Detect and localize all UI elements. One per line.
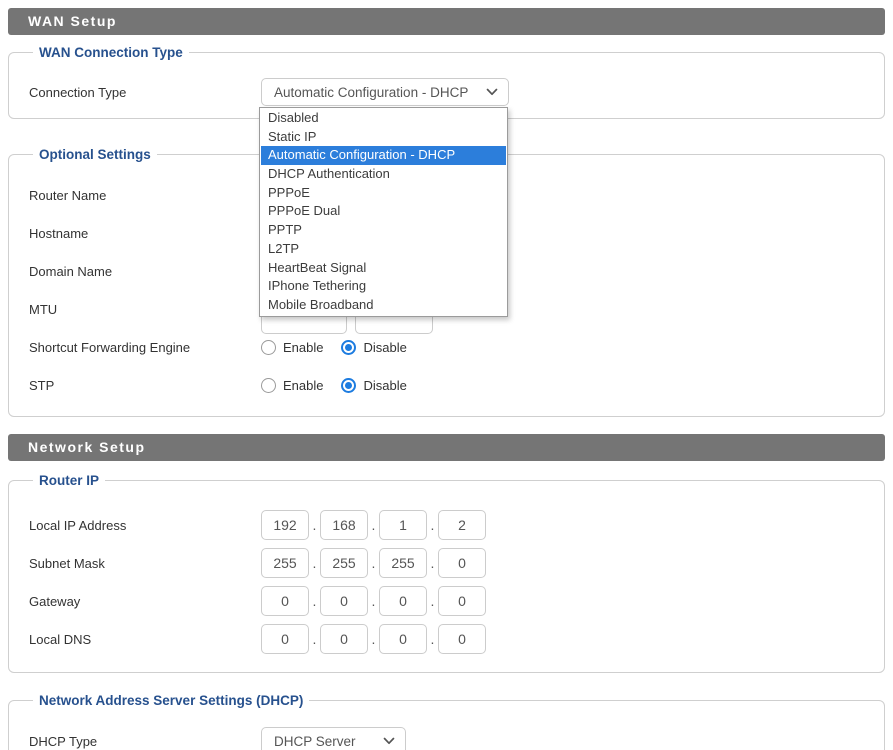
local-ip-octet-4[interactable] <box>438 510 486 540</box>
connection-type-select[interactable]: Automatic Configuration - DHCP <box>261 78 509 106</box>
subnet-octet-2[interactable] <box>320 548 368 578</box>
local-ip-octet-3[interactable] <box>379 510 427 540</box>
dhcp-panel: Network Address Server Settings (DHCP) D… <box>8 693 885 750</box>
network-setup-header: Network Setup <box>8 434 885 461</box>
connection-type-dropdown: Disabled Static IP Automatic Configurati… <box>259 107 508 317</box>
sfe-disable-label: Disable <box>363 339 407 355</box>
dropdown-option-heartbeat-signal[interactable]: HeartBeat Signal <box>268 259 367 275</box>
gateway-row: Gateway . . . <box>29 582 870 620</box>
network-setup-title: Network Setup <box>28 439 146 455</box>
dhcp-type-row: DHCP Type DHCP Server <box>29 722 870 750</box>
octet-separator: . <box>312 593 317 609</box>
wan-connection-type-legend: WAN Connection Type <box>39 45 183 60</box>
router-ip-panel: Router IP Local IP Address . . . Subnet … <box>8 473 885 673</box>
wan-connection-type-panel: WAN Connection Type Connection Type Auto… <box>8 45 885 317</box>
connection-type-label: Connection Type <box>29 84 127 100</box>
octet-separator: . <box>312 517 317 533</box>
octet-separator: . <box>371 593 376 609</box>
dropdown-option-pppoe-dual[interactable]: PPPoE Dual <box>268 203 341 219</box>
dropdown-option-iphone-tethering[interactable]: IPhone Tethering <box>268 278 367 294</box>
radio-unchecked-icon <box>261 377 276 393</box>
dropdown-option-pppoe[interactable]: PPPoE <box>268 184 310 200</box>
dropdown-option-l2tp[interactable]: L2TP <box>268 240 300 256</box>
stp-disable-radio[interactable]: Disable <box>341 377 407 393</box>
local-dns-label: Local DNS <box>29 631 92 647</box>
octet-separator: . <box>371 631 376 647</box>
gateway-octet-4[interactable] <box>438 586 486 616</box>
radio-checked-icon <box>341 377 357 393</box>
local-ip-octet-1[interactable] <box>261 510 309 540</box>
dns-octet-3[interactable] <box>379 624 427 654</box>
octet-separator: . <box>312 631 317 647</box>
octet-separator: . <box>430 517 435 533</box>
dhcp-legend: Network Address Server Settings (DHCP) <box>39 693 304 708</box>
stp-enable-label: Enable <box>283 377 324 393</box>
connection-type-selected-value: Automatic Configuration - DHCP <box>274 84 469 100</box>
gateway-octet-1[interactable] <box>261 586 309 616</box>
octet-separator: . <box>371 555 376 571</box>
subnet-octet-3[interactable] <box>379 548 427 578</box>
stp-label: STP <box>29 377 55 393</box>
dropdown-option-mobile-broadband[interactable]: Mobile Broadband <box>268 296 374 312</box>
subnet-mask-row: Subnet Mask . . . <box>29 544 870 582</box>
shortcut-forwarding-engine-row: Shortcut Forwarding Engine Enable Disabl… <box>29 328 870 366</box>
stp-enable-radio[interactable]: Enable <box>261 377 324 393</box>
connection-type-row: Connection Type Automatic Configuration … <box>29 76 870 317</box>
connection-type-select-wrap: Automatic Configuration - DHCP Disabled … <box>259 78 509 317</box>
octet-separator: . <box>371 517 376 533</box>
dropdown-option-dhcp-authentication[interactable]: DHCP Authentication <box>268 166 390 182</box>
wan-setup-title: WAN Setup <box>28 13 117 29</box>
gateway-label: Gateway <box>29 593 81 609</box>
dns-octet-1[interactable] <box>261 624 309 654</box>
gateway-octet-2[interactable] <box>320 586 368 616</box>
local-ip-address-row: Local IP Address . . . <box>29 506 870 544</box>
radio-unchecked-icon <box>261 339 276 355</box>
router-ip-legend: Router IP <box>39 473 100 488</box>
mtu-label: MTU <box>29 301 58 317</box>
dhcp-type-selected-value: DHCP Server <box>274 733 356 749</box>
sfe-enable-radio[interactable]: Enable <box>261 339 324 355</box>
chevron-down-icon <box>383 737 395 745</box>
optional-settings-legend: Optional Settings <box>39 147 151 162</box>
sfe-radio-group: Enable Disable <box>261 339 425 355</box>
dropdown-option-disabled[interactable]: Disabled <box>268 110 319 125</box>
dhcp-type-label: DHCP Type <box>29 733 98 749</box>
octet-separator: . <box>430 593 435 609</box>
dhcp-type-select[interactable]: DHCP Server <box>261 727 406 750</box>
stp-radio-group: Enable Disable <box>261 377 425 393</box>
chevron-down-icon <box>486 88 498 96</box>
radio-checked-icon <box>341 339 357 355</box>
dropdown-option-static-ip[interactable]: Static IP <box>268 128 317 144</box>
subnet-mask-label: Subnet Mask <box>29 555 105 571</box>
sfe-enable-label: Enable <box>283 339 324 355</box>
octet-separator: . <box>430 631 435 647</box>
hostname-label: Hostname <box>29 225 89 241</box>
dropdown-option-automatic-dhcp[interactable]: Automatic Configuration - DHCP <box>261 146 506 166</box>
domain-name-label: Domain Name <box>29 263 113 279</box>
router-name-label: Router Name <box>29 187 107 203</box>
stp-row: STP Enable Disable <box>29 366 870 404</box>
local-ip-octet-2[interactable] <box>320 510 368 540</box>
dns-octet-2[interactable] <box>320 624 368 654</box>
octet-separator: . <box>312 555 317 571</box>
octet-separator: . <box>430 555 435 571</box>
sfe-disable-radio[interactable]: Disable <box>341 339 407 355</box>
subnet-octet-1[interactable] <box>261 548 309 578</box>
local-dns-row: Local DNS . . . <box>29 620 870 658</box>
gateway-octet-3[interactable] <box>379 586 427 616</box>
dropdown-option-pptp[interactable]: PPTP <box>268 222 302 238</box>
stp-disable-label: Disable <box>363 377 407 393</box>
dns-octet-4[interactable] <box>438 624 486 654</box>
subnet-octet-4[interactable] <box>438 548 486 578</box>
wan-setup-header: WAN Setup <box>8 8 885 35</box>
shortcut-forwarding-engine-label: Shortcut Forwarding Engine <box>29 339 191 355</box>
local-ip-address-label: Local IP Address <box>29 517 127 533</box>
